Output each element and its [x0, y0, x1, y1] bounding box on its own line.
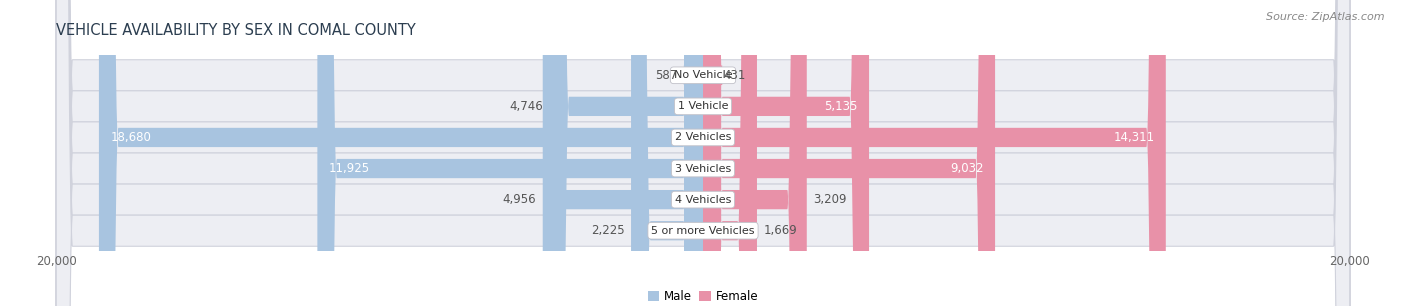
Text: 3,209: 3,209 — [813, 193, 846, 206]
Text: 2,225: 2,225 — [591, 224, 624, 237]
FancyBboxPatch shape — [56, 0, 1350, 306]
Text: 18,680: 18,680 — [110, 131, 150, 144]
Text: 11,925: 11,925 — [329, 162, 370, 175]
FancyBboxPatch shape — [543, 0, 703, 306]
Text: 431: 431 — [724, 69, 745, 82]
FancyBboxPatch shape — [550, 0, 703, 306]
FancyBboxPatch shape — [703, 0, 807, 306]
Text: 1 Vehicle: 1 Vehicle — [678, 101, 728, 111]
Text: 14,311: 14,311 — [1114, 131, 1154, 144]
Text: 1,669: 1,669 — [763, 224, 797, 237]
FancyBboxPatch shape — [98, 0, 703, 306]
FancyBboxPatch shape — [697, 0, 723, 306]
Text: 4 Vehicles: 4 Vehicles — [675, 195, 731, 205]
Text: No Vehicle: No Vehicle — [673, 70, 733, 80]
FancyBboxPatch shape — [56, 0, 1350, 306]
Text: 5 or more Vehicles: 5 or more Vehicles — [651, 226, 755, 236]
Text: 5,135: 5,135 — [824, 100, 858, 113]
FancyBboxPatch shape — [631, 0, 703, 306]
FancyBboxPatch shape — [703, 0, 1166, 306]
FancyBboxPatch shape — [703, 0, 756, 306]
Legend: Male, Female: Male, Female — [643, 285, 763, 306]
FancyBboxPatch shape — [703, 0, 869, 306]
Text: 587: 587 — [655, 69, 678, 82]
Text: 3 Vehicles: 3 Vehicles — [675, 163, 731, 174]
FancyBboxPatch shape — [318, 0, 703, 306]
Text: 4,746: 4,746 — [509, 100, 543, 113]
Text: 4,956: 4,956 — [502, 193, 536, 206]
Text: Source: ZipAtlas.com: Source: ZipAtlas.com — [1267, 12, 1385, 22]
FancyBboxPatch shape — [703, 0, 995, 306]
FancyBboxPatch shape — [56, 0, 1350, 306]
Text: 2 Vehicles: 2 Vehicles — [675, 132, 731, 143]
FancyBboxPatch shape — [56, 0, 1350, 306]
Text: 9,032: 9,032 — [950, 162, 984, 175]
Text: VEHICLE AVAILABILITY BY SEX IN COMAL COUNTY: VEHICLE AVAILABILITY BY SEX IN COMAL COU… — [56, 23, 416, 38]
FancyBboxPatch shape — [56, 0, 1350, 306]
FancyBboxPatch shape — [56, 0, 1350, 306]
FancyBboxPatch shape — [683, 0, 703, 306]
